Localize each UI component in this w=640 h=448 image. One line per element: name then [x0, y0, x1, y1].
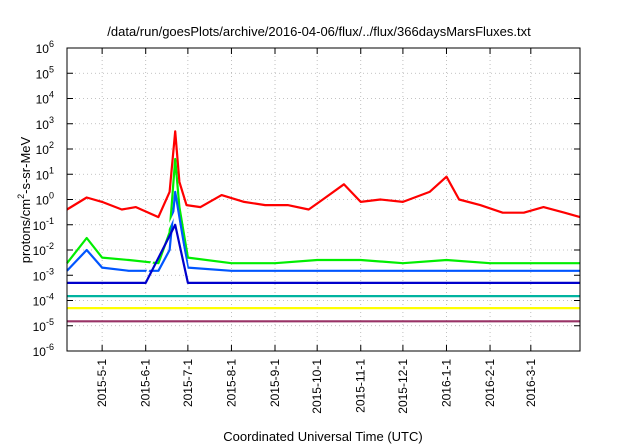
y-tick-label: 103	[36, 115, 54, 132]
series-layer	[66, 130, 581, 323]
x-tick-label: 2015-12-1	[396, 359, 410, 414]
y-tick-label: 100	[36, 191, 54, 208]
y-axis-label: protons/cm2-s-sr-MeV	[16, 136, 33, 263]
x-tick-label: 2015-5-1	[95, 359, 109, 407]
x-tick-label: 2015-6-1	[139, 359, 153, 407]
y-tick-label: 102	[36, 140, 54, 157]
y-tick-label: 101	[36, 165, 54, 182]
series-line-4	[67, 211, 580, 277]
x-tick-label: 2016-1-1	[439, 359, 453, 407]
x-tick-label: 2015-9-1	[268, 359, 282, 407]
y-tick-label: 10-6	[33, 342, 54, 359]
y-axis: 10-6 10-5 10-4 10-3 10-2 10-1 100 101 102 103 104 1…	[33, 39, 580, 359]
x-axis-label: Coordinated Universal Time (UTC)	[223, 429, 422, 444]
y-tick-label: 10-5	[33, 317, 54, 334]
series-line-1	[66, 130, 581, 219]
series-line-2	[66, 157, 580, 265]
y-tick-label: 10-3	[33, 266, 54, 283]
x-tick-label: 2015-10-1	[310, 359, 324, 414]
x-tick-label: 2016-2-1	[483, 359, 497, 407]
y-tick-label: 10-2	[33, 241, 54, 258]
y-tick-label: 106	[36, 39, 54, 56]
y-tick-label: 10-4	[33, 292, 54, 309]
series-line-5	[67, 223, 580, 284]
x-tick-label: 2016-3-1	[524, 359, 538, 407]
y-tick-label: 104	[36, 90, 54, 107]
x-tick-label: 2015-11-1	[354, 359, 368, 413]
y-tick-label: 105	[36, 64, 54, 81]
x-axis: 2015-5-1 2015-6-1 2015-7-1 2015-8-1 2015-9-1…	[95, 48, 538, 414]
series-line-3	[66, 190, 580, 272]
y-tick-label: 10-1	[33, 216, 54, 233]
x-tick-label: 2015-8-1	[224, 359, 238, 407]
chart-title: /data/run/goesPlots/archive/2016-04-06/f…	[107, 24, 531, 39]
x-tick-label: 2015-7-1	[181, 359, 195, 407]
